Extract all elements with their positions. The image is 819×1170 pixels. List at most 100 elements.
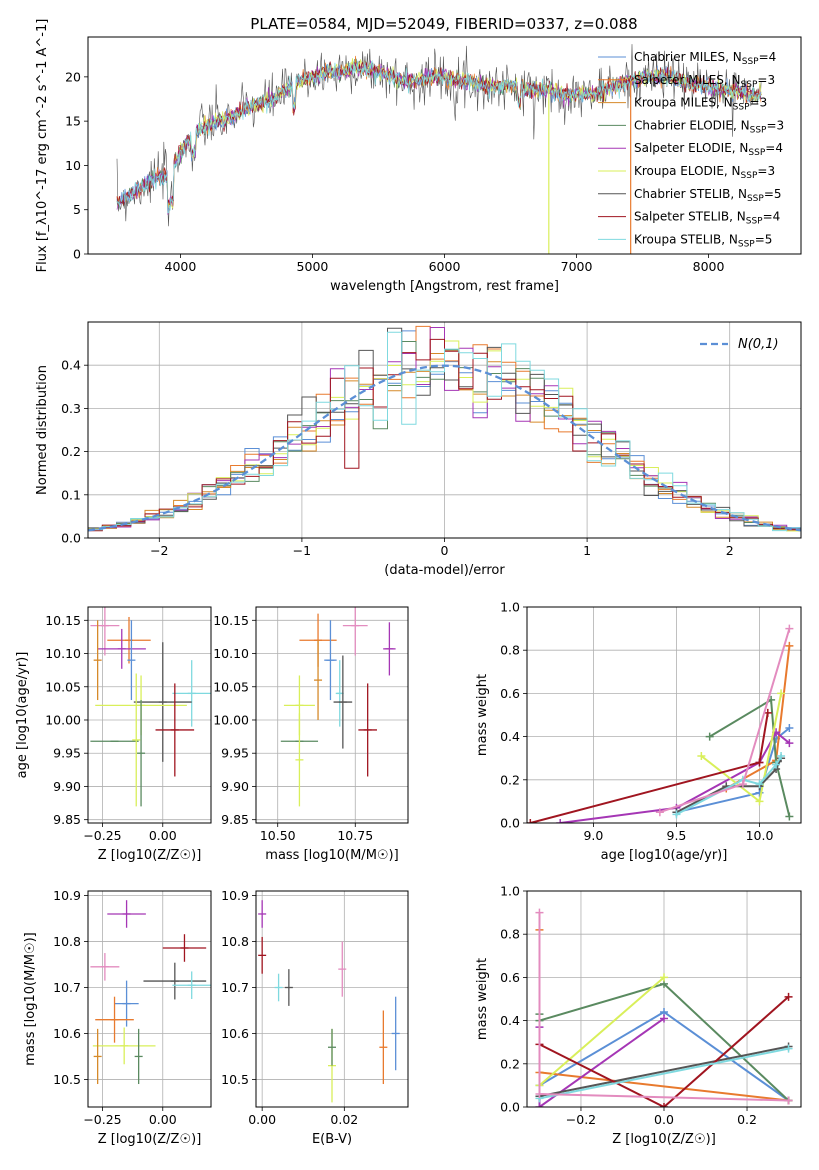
legend-value: =3 xyxy=(757,73,775,87)
x-axis-label: mass [log10(M/M☉)] xyxy=(265,848,398,863)
x-tick-label: −0.25 xyxy=(83,1112,121,1127)
y-tick-label: 0.2 xyxy=(500,772,520,787)
x-tick-label: 0.2 xyxy=(737,1112,757,1127)
x-tick-label: 10.0 xyxy=(746,828,774,843)
y-tick-label: 0.2 xyxy=(500,1056,520,1071)
legend-subscript: SSP xyxy=(733,103,750,113)
x-tick-label: 2 xyxy=(726,543,734,558)
x-axis-label: wavelength [Angstrom, rest frame] xyxy=(330,279,559,294)
y-tick-label: 9.95 xyxy=(53,746,81,761)
massweight-vs-age-panel: 9.0 9.5 10.0 0.0 0.2 0.4 0.6 0.8 1.0 age [log10(a… xyxy=(475,600,802,863)
x-tick-label: −0.25 xyxy=(83,828,121,843)
x-tick-label: −2 xyxy=(150,543,168,558)
histogram-salpeter_stelib xyxy=(88,338,801,532)
series-marker xyxy=(556,819,565,823)
plot-area xyxy=(527,624,794,823)
y-tick-label: 10.7 xyxy=(221,980,249,995)
y-axis-label: age [log10(age/yr)] xyxy=(15,652,30,779)
plot-area xyxy=(90,607,211,807)
x-tick-label: 8000 xyxy=(693,259,725,274)
legend-label: Salpeter ELODIE, NSSP=4 xyxy=(634,141,783,158)
x-tick-label: −1 xyxy=(293,543,311,558)
plot-area xyxy=(116,44,762,254)
legend-value: =5 xyxy=(755,232,773,246)
series-marker xyxy=(784,1044,793,1053)
legend-subscript: SSP xyxy=(750,125,767,135)
plot-area xyxy=(90,900,211,1085)
legend-label: N(0,1) xyxy=(738,337,779,352)
series-line xyxy=(530,712,769,823)
age-vs-metallicity-panel: −0.25 0.00 9.85 9.90 9.95 10.00 10.05 10.10 10.1… xyxy=(15,606,212,863)
series-marker xyxy=(785,624,794,633)
x-tick-label: 7000 xyxy=(561,259,593,274)
x-tick-label: 0.00 xyxy=(149,828,177,843)
series-marker xyxy=(784,992,793,1001)
series-marker xyxy=(755,797,764,806)
figure-title: PLATE=0584, MJD=52049, FIBERID=0337, z=0… xyxy=(250,15,637,33)
mass-vs-metallicity-panel: −0.25 0.00 10.5 10.6 10.7 10.8 10.9 Z [log10(Z/… xyxy=(23,888,212,1147)
y-axis-label: Normed distribution xyxy=(35,365,50,495)
series-marker xyxy=(738,780,747,789)
plot-area xyxy=(535,908,793,1107)
series-marker xyxy=(672,810,681,819)
series-marker xyxy=(755,780,764,789)
legend-subscript: SSP xyxy=(748,148,765,158)
y-tick-label: 0.3 xyxy=(61,401,81,416)
y-tick-label: 10.00 xyxy=(45,712,81,727)
legend-label: Chabrier STELIB, NSSP=5 xyxy=(634,187,782,204)
y-tick-label: 10.9 xyxy=(53,888,81,903)
y-tick-label: 10.7 xyxy=(53,980,81,995)
legend-subscript: SSP xyxy=(742,57,759,67)
plot-area xyxy=(280,607,396,807)
y-tick-label: 10.6 xyxy=(53,1026,81,1041)
legend-subscript: SSP xyxy=(741,80,758,90)
plot-area xyxy=(258,900,400,1103)
x-tick-label: 4000 xyxy=(165,259,197,274)
series-marker xyxy=(777,689,786,698)
series-line xyxy=(676,755,782,816)
x-tick-label: 9.5 xyxy=(667,828,687,843)
series-marker xyxy=(784,1096,793,1105)
x-axis-label: Z [log10(Z/Z☉)] xyxy=(612,1132,716,1147)
legend-value: =3 xyxy=(766,118,784,132)
y-axis-label: mass [log10(M/M☉)] xyxy=(23,932,38,1065)
series-marker xyxy=(527,819,535,823)
y-tick-label: 5 xyxy=(73,202,81,217)
series-line xyxy=(539,1045,789,1098)
y-tick-label: 0.4 xyxy=(500,1013,520,1028)
y-tick-label: 0.6 xyxy=(500,686,520,701)
series-marker xyxy=(660,973,668,982)
y-tick-label: 10.8 xyxy=(53,934,81,949)
x-tick-label: −0.2 xyxy=(566,1112,596,1127)
y-tick-label: 0.0 xyxy=(500,1100,520,1115)
y-tick-label: 0.6 xyxy=(500,970,520,985)
y-tick-label: 0.0 xyxy=(61,531,81,546)
histogram-kroupa_stelib xyxy=(88,331,801,532)
y-tick-label: 1.0 xyxy=(500,884,520,899)
legend-value: =3 xyxy=(757,164,775,178)
series-marker xyxy=(655,808,664,817)
legend-label: Salpeter STELIB, NSSP=4 xyxy=(634,210,780,227)
histogram-chabrier_stelib xyxy=(88,327,801,529)
y-tick-label: 10.6 xyxy=(221,1026,249,1041)
series-marker xyxy=(535,908,544,917)
y-tick-label: 9.90 xyxy=(221,779,249,794)
massweight-vs-metallicity-panel: −0.2 0.0 0.2 0.0 0.2 0.4 0.6 0.8 1.0 Z [log10(Z/Z… xyxy=(475,884,802,1147)
axes-frame xyxy=(255,890,409,1108)
y-axis-label: mass weight xyxy=(475,958,490,1040)
x-axis-label: E(B-V) xyxy=(312,1132,352,1147)
y-tick-label: 0.8 xyxy=(500,643,520,658)
x-tick-label: 5000 xyxy=(297,259,329,274)
x-tick-label: 10.50 xyxy=(260,828,296,843)
y-tick-label: 0 xyxy=(73,247,81,262)
series-marker xyxy=(660,1103,668,1107)
y-tick-label: 10.00 xyxy=(213,712,249,727)
legend-subscript: SSP xyxy=(746,217,763,227)
y-axis-label: Flux [f_λ10^-17 erg cm^-2 s^-1 A^-1] xyxy=(35,19,50,273)
series-line xyxy=(539,996,790,1107)
y-tick-label: 10.15 xyxy=(213,613,249,628)
series-line xyxy=(538,976,665,1087)
legend-value: =3 xyxy=(750,96,768,110)
normal-curve xyxy=(88,364,801,532)
x-axis-label: age [log10(age/yr)] xyxy=(601,848,728,863)
